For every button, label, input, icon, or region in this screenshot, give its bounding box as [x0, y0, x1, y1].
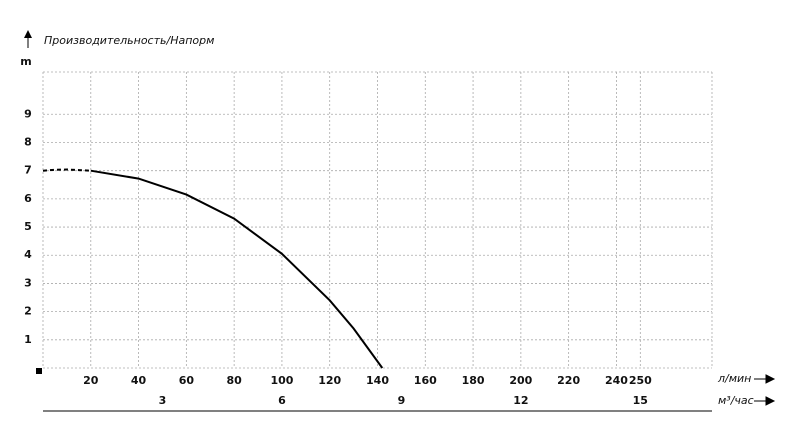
origin-marker	[36, 368, 42, 374]
curve	[42, 168, 91, 172]
x-tick-label: 140	[366, 374, 389, 387]
y-tick-label: 8	[24, 135, 32, 148]
x2-arrow	[754, 396, 776, 406]
x-tick-label: 160	[414, 374, 437, 387]
curve	[90, 169, 384, 369]
chart-title: Производительность/Напорм	[44, 34, 214, 47]
x2-tick-label: 12	[513, 394, 528, 407]
x-tick-label: 220	[557, 374, 580, 387]
x2-axis-label: м³/час	[718, 394, 754, 407]
x2-tick-label: 6	[278, 394, 286, 407]
y-tick-label: 2	[24, 305, 32, 318]
x-tick-label: 120	[318, 374, 341, 387]
x-arrow	[754, 374, 776, 384]
x-tick-label: 40	[131, 374, 147, 387]
y-tick-label: 1	[24, 333, 32, 346]
x-tick-label: 180	[462, 374, 485, 387]
x-tick-label: 20	[83, 374, 99, 387]
x2-tick-label: 3	[159, 394, 167, 407]
y-tick-label: 5	[24, 220, 32, 233]
x-tick-label: 100	[270, 374, 293, 387]
y-axis-label: m	[20, 55, 31, 68]
x-tick-label: 250	[629, 374, 652, 387]
x-tick-label: 60	[179, 374, 195, 387]
x-tick-label: 200	[509, 374, 532, 387]
y-tick-label: 6	[24, 192, 32, 205]
y-tick-label: 9	[24, 107, 32, 120]
x-tick-label: 80	[226, 374, 242, 387]
x-tick-label: 240	[605, 374, 628, 387]
y-arrow-head	[24, 30, 32, 38]
x2-tick-label: 9	[398, 394, 406, 407]
y-tick-label: 4	[24, 248, 32, 261]
x-axis-label: л/мин	[717, 372, 751, 385]
y-tick-label: 3	[24, 276, 32, 289]
y-tick-label: 7	[24, 164, 32, 177]
x2-tick-label: 15	[633, 394, 648, 407]
